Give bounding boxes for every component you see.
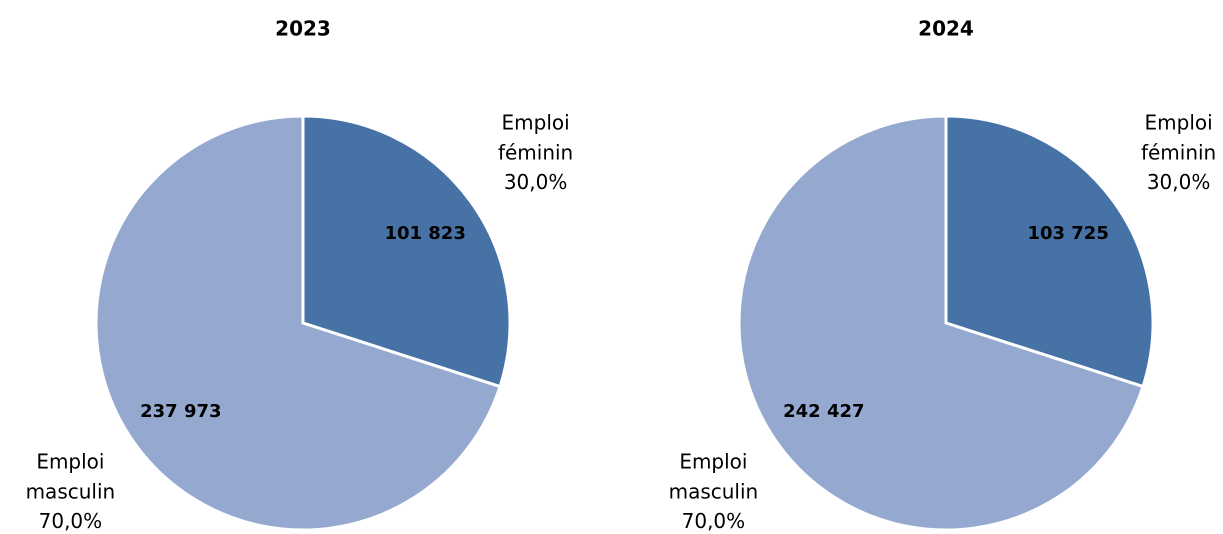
value-label: 237 973 xyxy=(140,401,221,422)
category-label: Emploi féminin xyxy=(1141,110,1216,164)
percent-label: 30,0% xyxy=(1147,170,1211,194)
value-label: 242 427 xyxy=(783,401,864,422)
chart-title: 2023 xyxy=(275,17,331,41)
category-label: Emploi féminin xyxy=(498,110,573,164)
value-label: 103 725 xyxy=(1027,223,1108,244)
category-label: Emploi masculin xyxy=(669,449,759,503)
pie-slice xyxy=(737,114,1145,532)
pie-slice xyxy=(94,114,502,532)
percent-label: 30,0% xyxy=(504,170,568,194)
value-label: 101 823 xyxy=(384,223,465,244)
pie-slice xyxy=(301,114,512,389)
percent-label: 70,0% xyxy=(39,509,103,533)
pie-slice xyxy=(944,114,1155,389)
chart-title: 2024 xyxy=(918,17,974,41)
percent-label: 70,0% xyxy=(682,509,746,533)
category-label: Emploi masculin xyxy=(26,449,116,503)
